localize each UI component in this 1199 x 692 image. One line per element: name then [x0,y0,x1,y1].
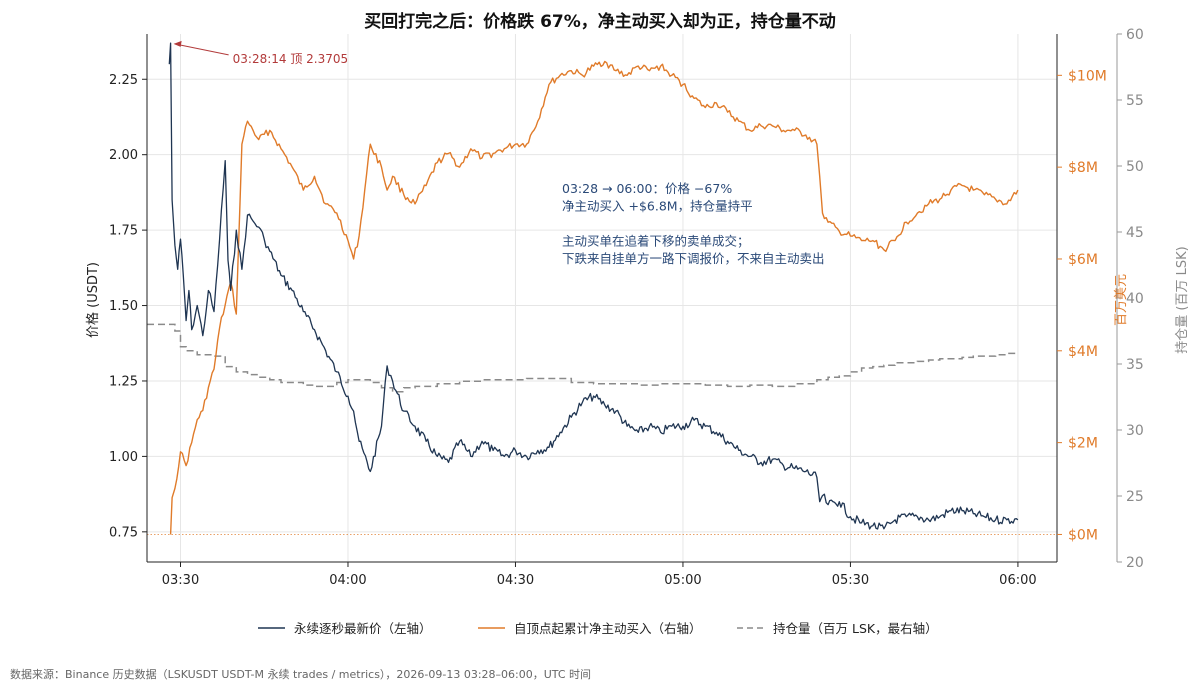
net-buy-line [169,60,1019,535]
note-line-3: 主动买单在追着下移的卖单成交； [562,234,750,249]
chart-title: 买回打完之后：价格跌 67%，净主动买入却为正，持仓量不动 [364,11,836,32]
x-tick-label-1: 04:00 [329,573,366,588]
y3-tick-label-3: 35 [1126,357,1144,373]
y-tick-label-4: 1.75 [109,224,138,239]
y-tick-label-0: 0.75 [109,525,138,540]
price-series [168,42,1019,530]
x-tick-label-3: 05:00 [664,573,701,588]
note-line-4: 下跌来自挂单方一路下调报价，不来自主动卖出 [562,251,825,266]
y-tick-label-3: 1.50 [109,299,138,314]
open-interest-line [147,323,1019,393]
x-tick-label-0: 03:30 [162,573,199,588]
y-left-axis-label: 价格 (USDT) [85,262,101,338]
open-interest-series [147,323,1019,393]
y2-tick-label-2: $4M [1068,344,1098,360]
y3-tick-label-0: 20 [1126,555,1144,571]
y3-tick-label-7: 55 [1126,93,1144,109]
x-tick-label-4: 05:30 [832,573,869,588]
annotation-note: 03:28 → 06:00：价格 −67% 净主动买入 +$6.8M，持仓量持平主… [562,181,825,266]
legend-price: 永续逐秒最新价（左轴） [258,621,432,636]
x-tick-label-5: 06:00 [999,573,1036,588]
peak-arrow-line [174,43,229,56]
legend-open-interest-label: 持仓量（百万 LSK，最右轴） [773,621,938,636]
y-tick-label-2: 1.25 [109,374,138,389]
y-tick-label-6: 2.25 [109,73,138,88]
note-line-1: 净主动买入 +$6.8M，持仓量持平 [562,199,753,214]
y-right-axis-label: 百万美元 [1114,274,1129,326]
net-buy-series [169,60,1019,535]
y3-tick-label-5: 45 [1126,225,1144,241]
y-far-right-axis-label: 持仓量 (百万 LSK) [1175,246,1190,353]
axes [146,34,1118,563]
y2-tick-label-3: $6M [1068,252,1098,268]
legend: 永续逐秒最新价（左轴） 自顶点起累计净主动买入（右轴） 持仓量（百万 LSK，最右轴… [258,621,938,636]
grid [147,34,1057,562]
y2-tick-label-0: $0M [1068,527,1098,543]
y-right-axis-ticks: $0M $2M $4M $6M $8M $10M [1057,68,1107,543]
y3-tick-label-2: 30 [1126,423,1144,439]
y3-tick-label-4: 40 [1126,291,1144,307]
y-left-axis-ticks: 0.75 1.00 1.25 1.50 1.75 2.00 2.25 [109,73,147,540]
y2-tick-label-1: $2M [1068,436,1098,452]
y-tick-label-5: 2.00 [109,148,138,163]
x-axis-ticks: 03:30 04:00 04:30 05:00 05:30 06:00 [162,562,1037,588]
peak-arrow-head [173,40,182,47]
legend-open-interest: 持仓量（百万 LSK，最右轴） [737,621,938,636]
y3-tick-label-1: 25 [1126,489,1144,505]
note-line-0: 03:28 → 06:00：价格 −67% [562,181,732,196]
legend-netbuy-label: 自顶点起累计净主动买入（右轴） [514,621,702,636]
y2-tick-label-5: $10M [1068,68,1107,84]
y2-tick-label-4: $8M [1068,160,1098,176]
x-tick-label-2: 04:30 [497,573,534,588]
y3-tick-label-6: 50 [1126,159,1144,175]
y-far-right-axis-ticks: 20 25 30 35 40 45 50 55 60 [1117,27,1144,571]
y3-tick-label-8: 60 [1126,27,1144,43]
legend-price-label: 永续逐秒最新价（左轴） [294,621,432,636]
source-note: 数据来源：Binance 历史数据（LSKUSDT USDT-M 永续 trad… [10,667,591,681]
peak-annotation: 03:28:14 顶 2.3705 [173,40,349,66]
price-line [168,42,1019,530]
y-tick-label-1: 1.00 [109,450,138,465]
legend-netbuy: 自顶点起累计净主动买入（右轴） [478,621,702,636]
peak-annotation-label: 03:28:14 顶 2.3705 [233,52,349,66]
